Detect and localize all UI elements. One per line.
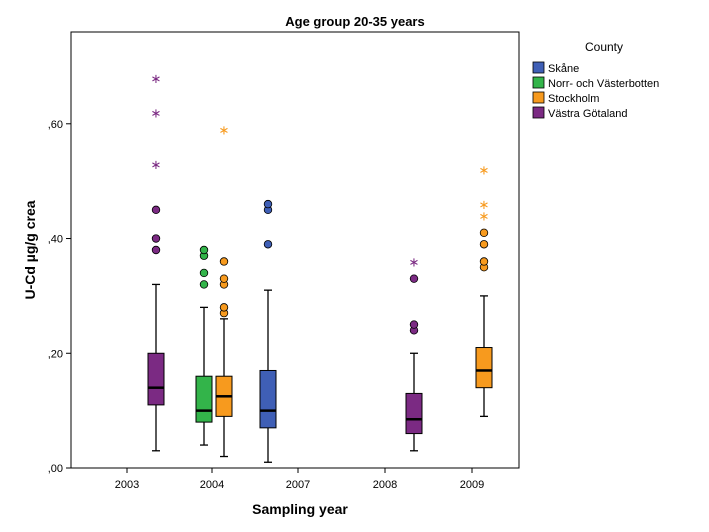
box-iqr xyxy=(147,352,165,406)
x-tick-label: 2004 xyxy=(200,479,224,491)
legend-swatch xyxy=(532,91,545,104)
box-2008-v-stra-g-taland: ∗ xyxy=(405,255,423,452)
outlier-point xyxy=(479,257,489,266)
box-2003-v-stra-g-taland: ∗ ∗ ∗ xyxy=(147,72,165,452)
legend-label: Skåne xyxy=(548,63,579,75)
outlier-point xyxy=(151,245,161,255)
box-iqr xyxy=(475,347,493,389)
box-iqr xyxy=(259,369,277,429)
extreme-point: ∗ xyxy=(479,198,490,213)
box-2004-stockholm: ∗ xyxy=(215,124,233,458)
outlier-point xyxy=(263,240,273,249)
x-axis-label: Sampling year xyxy=(252,501,348,517)
box-2009-stockholm: ∗∗∗ xyxy=(475,164,493,418)
legend-swatch xyxy=(532,61,545,74)
outlier-point xyxy=(199,268,209,278)
outlier-point xyxy=(409,320,419,329)
legend-label: Stockholm xyxy=(548,93,599,105)
outlier-point xyxy=(479,228,489,237)
boxes-layer: ∗∗∗∗∗∗∗∗ xyxy=(147,72,493,463)
legend-label: Västra Götaland xyxy=(548,108,628,120)
extreme-point: ∗ xyxy=(479,164,490,179)
box-iqr xyxy=(405,392,423,435)
plot-area xyxy=(70,31,520,469)
y-tick-label: ,40 xyxy=(48,234,63,246)
outlier-point xyxy=(151,234,161,243)
outlier-point xyxy=(479,240,489,249)
legend-title: County xyxy=(585,40,623,54)
outlier-point xyxy=(219,257,229,266)
extreme-point: ∗ xyxy=(151,158,162,173)
y-axis: ,00 ,20 ,40 ,60 xyxy=(48,119,71,475)
legend-swatch xyxy=(532,106,545,119)
extreme-point: ∗ xyxy=(479,210,490,225)
x-tick-label: 2008 xyxy=(373,479,397,491)
extreme-point: ∗ xyxy=(219,124,230,139)
outlier-point xyxy=(263,199,273,209)
x-tick-label: 2007 xyxy=(286,479,310,491)
box-2004-norr-och-v-sterbotten xyxy=(195,245,213,446)
box-2007-sk-ne xyxy=(259,199,277,463)
legend-swatch xyxy=(532,76,545,89)
chart-title: Age group 20-35 years xyxy=(285,14,424,29)
outlier-point xyxy=(219,274,229,283)
x-axis: 2003 2004 2007 2008 2009 xyxy=(115,468,484,491)
extreme-point: ∗ xyxy=(151,106,162,121)
outlier-point xyxy=(199,280,209,289)
extreme-point: ∗ xyxy=(409,255,420,270)
box-iqr xyxy=(195,375,213,423)
y-axis-label: U-Cd µg/g crea xyxy=(22,200,38,299)
x-tick-label: 2009 xyxy=(460,479,484,491)
y-tick-label: ,20 xyxy=(48,348,63,360)
outlier-point xyxy=(151,205,161,215)
legend: County Skåne Norr- och Västerbotten Stockh… xyxy=(532,40,659,120)
extreme-point: ∗ xyxy=(151,72,162,87)
outlier-point xyxy=(409,274,419,283)
outlier-point xyxy=(219,303,229,312)
y-tick-label: ,00 xyxy=(48,463,63,475)
outlier-point xyxy=(199,245,209,255)
x-tick-label: 2003 xyxy=(115,479,139,491)
y-tick-label: ,60 xyxy=(48,119,63,131)
legend-label: Norr- och Västerbotten xyxy=(548,78,659,90)
